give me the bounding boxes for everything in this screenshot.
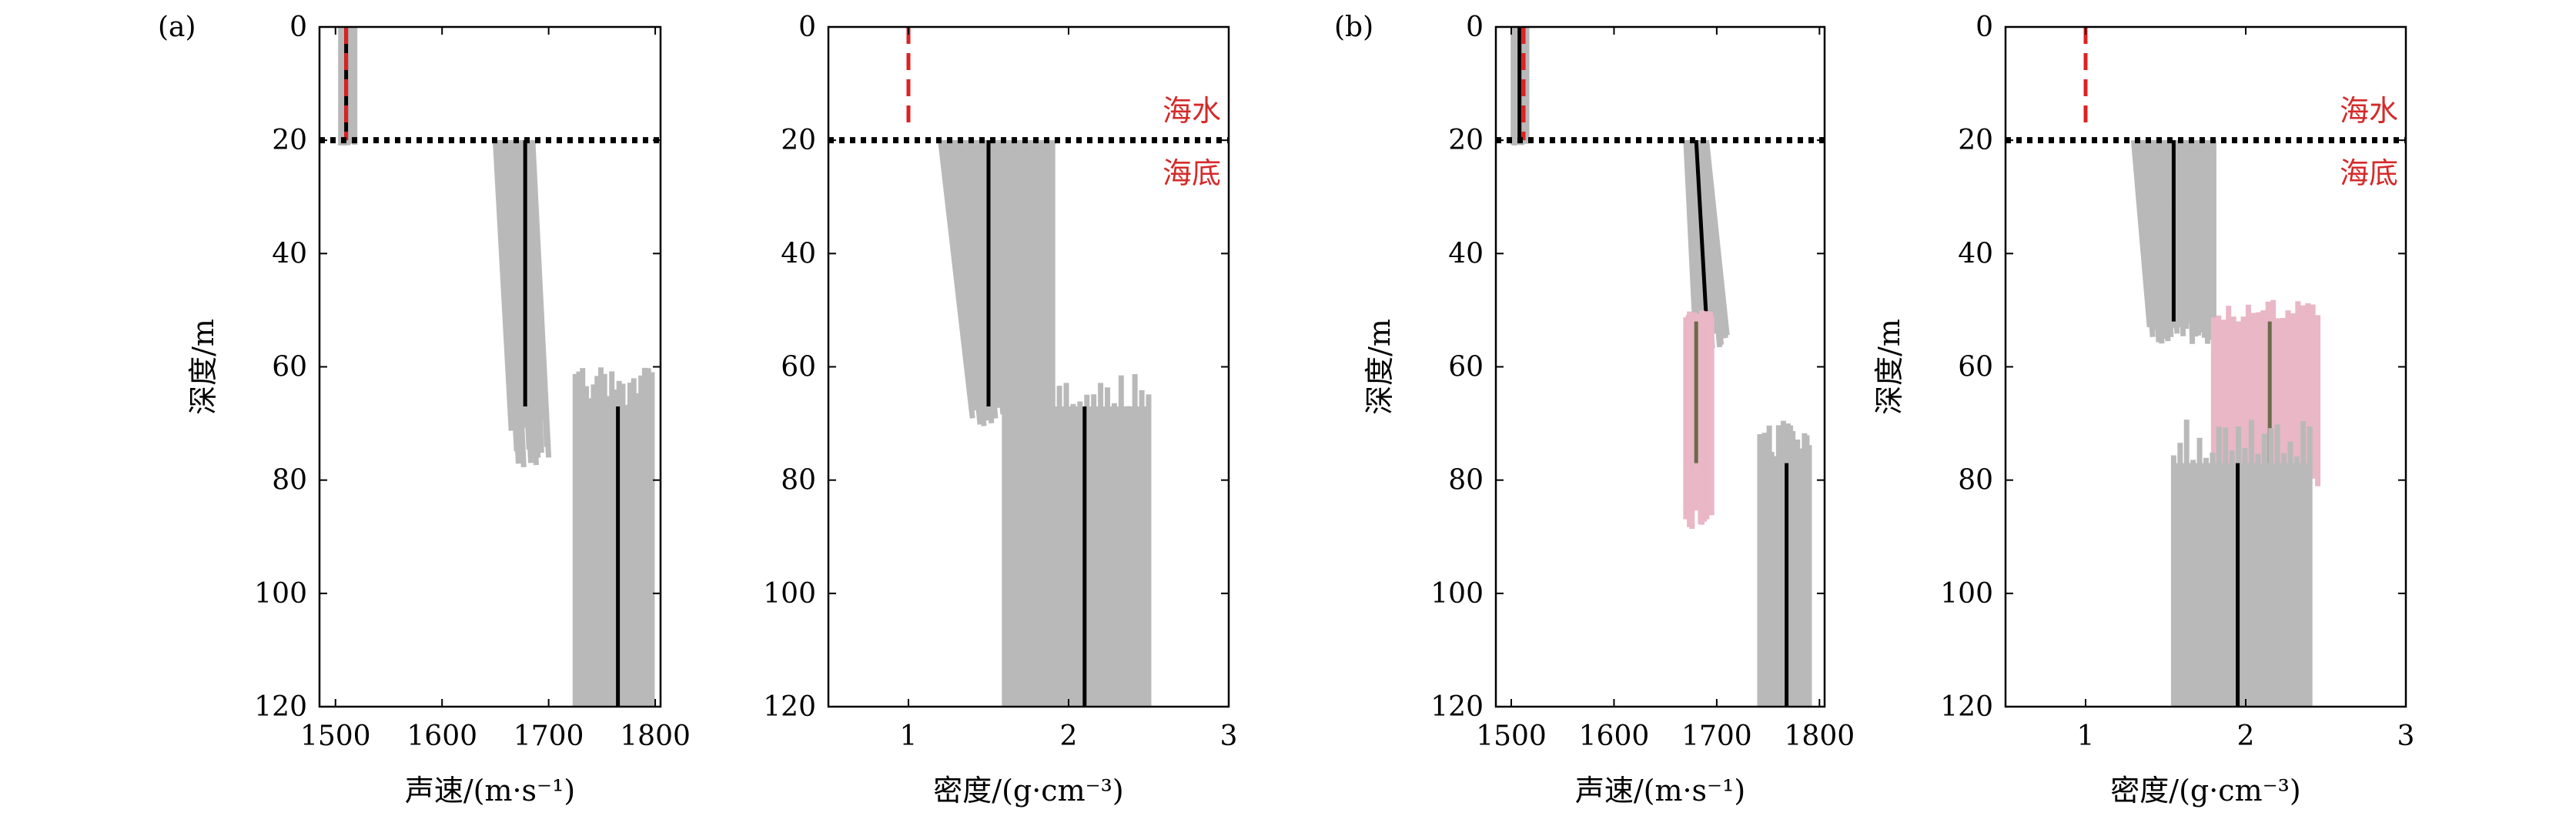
seawater-label: 海水 xyxy=(2340,94,2398,128)
spread-sample-line xyxy=(938,139,975,419)
spread-sample-line xyxy=(996,139,1018,409)
y-tick-label: 20 xyxy=(272,125,307,156)
spread-sample-line xyxy=(980,139,1006,415)
spread-sample-line xyxy=(1704,139,1730,336)
y-axis-label: 深度/m xyxy=(1872,319,1906,415)
spread-sample-line xyxy=(2188,140,2199,337)
spread-sample-line xyxy=(2142,139,2162,343)
spread-sample-line xyxy=(2184,140,2196,344)
estimate-line-layer-2 xyxy=(1694,140,1709,322)
spread-sample-line xyxy=(2157,139,2174,338)
spread-sample-line xyxy=(2180,140,2193,324)
y-tick-label: 100 xyxy=(254,578,307,610)
x-tick-label: 1800 xyxy=(620,721,691,752)
x-tick-label: 1500 xyxy=(300,721,371,752)
x-tick-label: 1700 xyxy=(514,721,584,752)
y-tick-label: 20 xyxy=(781,125,816,156)
spread-sample-line xyxy=(953,139,987,426)
spread-sample-line xyxy=(2176,140,2190,329)
seawater-label: 海水 xyxy=(1163,94,1221,128)
spread-sample-line xyxy=(1044,140,1052,424)
spread-sample-line xyxy=(2203,140,2210,344)
x-axis-label: 声速/(m·s⁻¹) xyxy=(1575,774,1745,808)
spread-sample-line xyxy=(2153,139,2171,342)
y-tick-label: 100 xyxy=(1940,578,1993,610)
y-tick-label: 60 xyxy=(272,352,307,383)
y-tick-label: 40 xyxy=(781,238,816,269)
y-tick-label: 60 xyxy=(1958,352,1993,383)
y-tick-label: 80 xyxy=(272,465,307,497)
spread-sample-line xyxy=(985,139,1010,407)
y-tick-label: 40 xyxy=(272,238,307,269)
spread-sample-line xyxy=(2196,140,2205,333)
seabed-label: 海底 xyxy=(1163,156,1221,190)
y-tick-label: 100 xyxy=(763,578,816,610)
y-tick-label: 120 xyxy=(763,691,816,723)
y-tick-label: 0 xyxy=(1466,12,1484,43)
spread-sample-line xyxy=(2146,139,2165,344)
y-tick-label: 0 xyxy=(798,12,816,43)
x-axis-label: 密度/(g·cm⁻³) xyxy=(933,774,1123,808)
y-tick-label: 0 xyxy=(1975,12,1993,43)
seabed-label: 海底 xyxy=(2340,156,2398,190)
x-tick-label: 3 xyxy=(2397,721,2415,752)
x-tick-label: 1600 xyxy=(406,721,477,752)
spread-sample-line xyxy=(2173,140,2186,336)
x-tick-label: 1700 xyxy=(1681,721,1752,752)
spread-sample-line xyxy=(2149,139,2168,339)
spread-sample-line xyxy=(2200,140,2208,338)
y-tick-label: 100 xyxy=(1430,578,1484,610)
y-tick-label: 80 xyxy=(1448,465,1484,497)
x-tick-label: 3 xyxy=(1220,721,1238,752)
spread-sample-line xyxy=(530,139,552,458)
x-axis-label: 声速/(m·s⁻¹) xyxy=(405,774,575,808)
spread-sample-line xyxy=(1028,140,1040,420)
y-tick-label: 0 xyxy=(289,12,307,43)
y-tick-label: 40 xyxy=(1448,238,1484,269)
y-tick-label: 60 xyxy=(781,352,816,383)
x-tick-label: 1600 xyxy=(1579,721,1650,752)
spread-sample-line xyxy=(958,139,991,421)
spread-sample-line xyxy=(1018,140,1032,417)
x-axis-label: 密度/(g·cm⁻³) xyxy=(2110,774,2300,808)
spread-sample-line xyxy=(1033,140,1044,427)
panel-label: (b) xyxy=(1334,12,1373,43)
x-tick-label: 1500 xyxy=(1476,721,1547,752)
y-tick-label: 20 xyxy=(1448,125,1484,156)
y-tick-label: 20 xyxy=(1958,125,1993,156)
y-tick-label: 40 xyxy=(1958,238,1993,269)
x-tick-label: 1 xyxy=(900,721,918,752)
spread-sample-line xyxy=(1023,140,1036,413)
y-tick-label: 120 xyxy=(254,691,307,723)
x-tick-label: 1 xyxy=(2077,721,2095,752)
y-tick-label: 120 xyxy=(1940,691,1993,723)
y-tick-label: 60 xyxy=(1448,352,1484,383)
spread-sample-line xyxy=(1012,140,1029,418)
panel-label: (a) xyxy=(158,12,196,43)
y-tick-label: 80 xyxy=(1958,465,1993,497)
y-axis-label: 深度/m xyxy=(1363,319,1397,415)
spread-sample-line xyxy=(2134,139,2156,338)
y-tick-label: 80 xyxy=(781,465,816,497)
x-tick-label: 2 xyxy=(1060,721,1078,752)
spread-sample-line xyxy=(948,139,983,425)
y-axis-label: 深度/m xyxy=(186,319,220,415)
x-tick-label: 2 xyxy=(2237,721,2255,752)
spread-sample-line xyxy=(943,139,979,411)
x-tick-label: 1800 xyxy=(1785,721,1855,752)
spread-sample-line xyxy=(2192,140,2202,336)
spread-sample-line xyxy=(969,139,999,419)
spread-sample-line xyxy=(991,139,1014,418)
y-tick-label: 120 xyxy=(1430,691,1484,723)
